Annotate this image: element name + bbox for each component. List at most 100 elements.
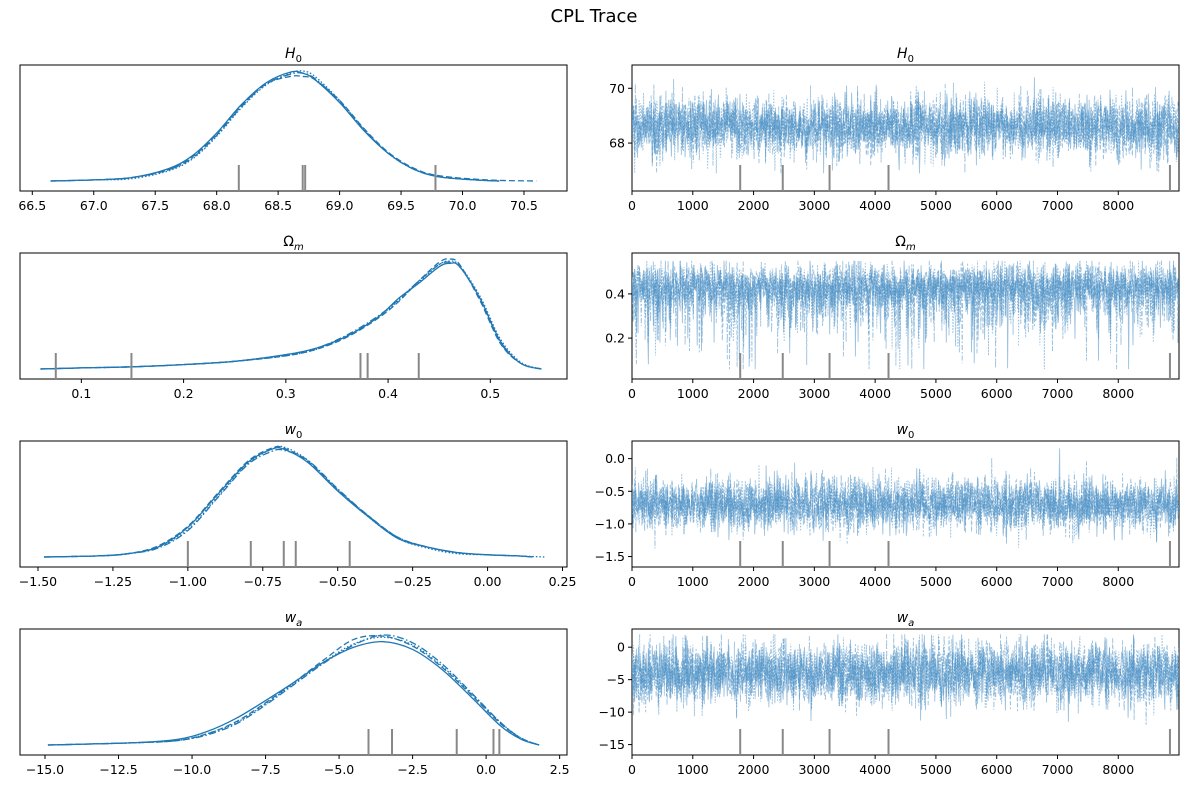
x-tick-label: 7000 (1042, 762, 1074, 777)
y-tick-label: 0.0 (605, 451, 625, 466)
axes-frame (19, 440, 568, 568)
x-tick-label: 8000 (1102, 198, 1134, 213)
x-tick-label: 4000 (859, 386, 891, 401)
y-tick-label: 0.2 (605, 331, 625, 346)
x-tick-label: −12.5 (99, 762, 137, 777)
x-tick-label: 6000 (981, 198, 1013, 213)
x-tick-label: 6000 (981, 762, 1013, 777)
x-tick-label: 4000 (859, 574, 891, 589)
x-tick-label: 0.2 (174, 386, 194, 401)
x-tick-label: 0 (628, 574, 636, 589)
subplot-4: 0 1000 2000 3000 4000 5000 6000 7000 8000 0.2 0.4 (605, 252, 1180, 401)
x-tick-label: 8000 (1102, 386, 1134, 401)
trace-line-chain-3 (632, 83, 1179, 174)
x-tick-label: 3000 (798, 762, 830, 777)
x-tick-label: −7.5 (250, 762, 280, 777)
density-line-chain-0 (43, 446, 533, 558)
x-tick-label: 7000 (1042, 386, 1074, 401)
x-tick-label: 70.5 (510, 198, 538, 213)
plot-area (632, 77, 1179, 174)
trace-line-chain-3 (632, 457, 1179, 549)
x-tick-label: 7000 (1042, 574, 1074, 589)
density-line-chain-0 (50, 70, 500, 182)
figure-title: CPL Trace (550, 6, 638, 27)
x-tick-label: 70.0 (449, 198, 477, 213)
x-tick-label: −0.25 (393, 574, 431, 589)
x-tick-label: 67.0 (80, 198, 108, 213)
trace-line-chain-2 (632, 634, 1179, 717)
density-line-chain-2 (43, 445, 545, 558)
density-line-chain-0 (47, 641, 540, 746)
subplot-title: wa (897, 610, 915, 629)
density-line-chain-1 (47, 634, 540, 746)
x-tick-label: 3000 (798, 574, 830, 589)
x-tick-label: 2.5 (550, 762, 570, 777)
x-tick-label: 0 (628, 386, 636, 401)
axes-frame (631, 628, 1180, 756)
x-tick-label: 0 (628, 762, 636, 777)
subplot-title: w0 (285, 422, 303, 441)
x-tick-label: 0.1 (71, 386, 91, 401)
x-tick-label: 0.4 (378, 386, 398, 401)
x-tick-label: 0.00 (474, 574, 502, 589)
x-tick-label: −1.25 (94, 574, 132, 589)
density-line-chain-3 (43, 448, 533, 558)
x-tick-label: 8000 (1102, 762, 1134, 777)
x-tick-label: 69.0 (326, 198, 354, 213)
x-tick-label: 5000 (920, 386, 952, 401)
subplot-8: 0 1000 2000 3000 4000 5000 6000 7000 8000 −15 −10 −… (599, 628, 1180, 777)
x-tick-label: −0.75 (244, 574, 282, 589)
plot-area (43, 445, 545, 558)
y-tick-label: −1.5 (595, 549, 625, 564)
x-tick-label: 1000 (677, 574, 709, 589)
x-tick-label: −5.0 (324, 762, 354, 777)
x-tick-label: 66.5 (18, 198, 46, 213)
x-tick-label: 1000 (677, 198, 709, 213)
subplot-1: 66.5 67.0 67.5 68.0 68.5 69.0 69.5 70.0 70.5 (18, 64, 568, 213)
trace-line-chain-3 (632, 260, 1179, 370)
x-tick-label: 8000 (1102, 574, 1134, 589)
x-tick-label: 5000 (920, 762, 952, 777)
subplot-title: H0 (285, 46, 302, 65)
y-tick-label: 0 (617, 640, 625, 655)
x-tick-label: −1.50 (19, 574, 57, 589)
axes-frame (631, 252, 1180, 380)
x-tick-label: 1000 (677, 386, 709, 401)
x-tick-label: 4000 (859, 198, 891, 213)
plot-area (632, 448, 1179, 549)
subplot-title: w0 (897, 422, 915, 441)
subplot-5: −1.50 −1.25 −1.00 −0.75 −0.50 −0.25 0.00 0.25 (19, 440, 576, 589)
x-tick-label: 4000 (859, 762, 891, 777)
x-tick-label: −2.5 (397, 762, 427, 777)
x-tick-label: 6000 (981, 574, 1013, 589)
x-tick-label: 6000 (981, 386, 1013, 401)
x-tick-label: 69.5 (387, 198, 415, 213)
axes-frame (19, 628, 568, 756)
axes-frame (19, 252, 568, 380)
x-tick-label: 67.5 (141, 198, 169, 213)
y-tick-label: −5 (607, 672, 625, 687)
plot-area (40, 258, 542, 370)
x-tick-label: 7000 (1042, 198, 1074, 213)
plot-area (632, 634, 1179, 725)
x-tick-label: 5000 (920, 574, 952, 589)
density-line-chain-3 (47, 634, 540, 746)
y-tick-label: −10 (599, 705, 625, 720)
y-tick-label: 70 (609, 81, 625, 96)
x-tick-label: 0 (628, 198, 636, 213)
subplot-title: wa (285, 610, 303, 629)
x-tick-label: 68.5 (264, 198, 292, 213)
x-tick-label: −1.00 (169, 574, 207, 589)
x-tick-label: 3000 (798, 198, 830, 213)
density-line-chain-0 (40, 262, 542, 370)
x-tick-label: 0.3 (276, 386, 296, 401)
subplot-3: 0.1 0.2 0.3 0.4 0.5 (19, 252, 568, 401)
y-tick-label: −1.0 (595, 516, 625, 531)
subplot-2: 0 1000 2000 3000 4000 5000 6000 7000 8000 68 70 (609, 64, 1180, 213)
density-line-chain-1 (50, 75, 537, 182)
density-line-chain-3 (50, 72, 500, 182)
x-tick-label: 5000 (920, 198, 952, 213)
plot-area (632, 260, 1179, 370)
subplot-6: 0 1000 2000 3000 4000 5000 6000 7000 8000 −1.5 −1.… (595, 440, 1180, 589)
